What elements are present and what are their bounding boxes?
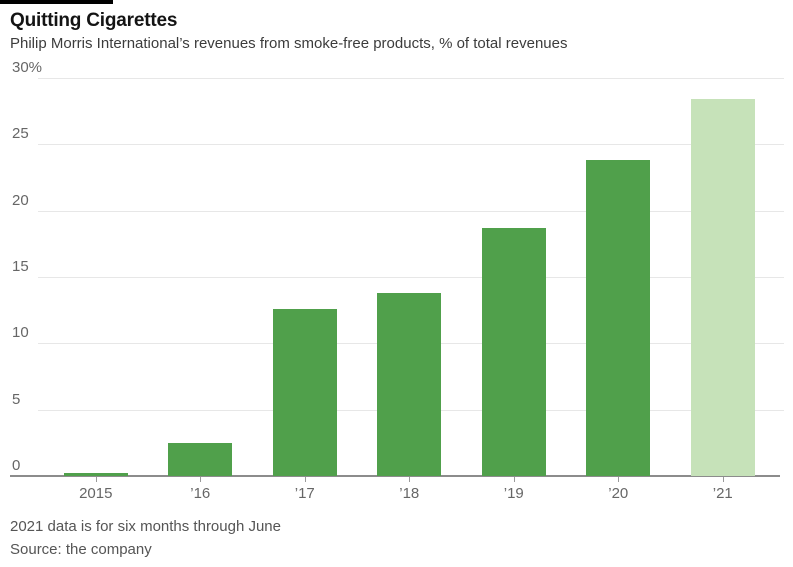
bar-’18 (377, 292, 442, 476)
y-axis-label: 0 (12, 457, 21, 474)
bar-chart: 0 5 10 15 20 25 30% 2015 ’16 ’17 ’18 ’19 ’20 ’21 (0, 60, 793, 502)
bar-’17 (272, 308, 337, 476)
gridline-25 (38, 144, 784, 146)
x-axis-tick (513, 477, 515, 482)
x-axis-tick (409, 477, 411, 482)
bar-’21 (690, 99, 755, 476)
bar-2015 (63, 473, 128, 476)
gridline-30 (38, 78, 784, 79)
x-axis-tick (304, 477, 306, 482)
bar-’19 (481, 227, 546, 476)
chart-title: Quitting Cigarettes (10, 10, 178, 31)
x-axis-label: ’20 (608, 485, 629, 502)
footnote: 2021 data is for six months through June (10, 518, 281, 535)
y-axis-label: 20 (12, 191, 29, 209)
x-axis-label: ’16 (190, 485, 211, 502)
y-axis-label: 30% (12, 59, 43, 76)
bar-’20 (586, 160, 651, 476)
y-axis-label: 5 (12, 390, 21, 408)
y-axis-label: 15 (12, 258, 29, 275)
x-axis-label: ’17 (294, 485, 315, 502)
x-axis-label: ’18 (399, 485, 420, 502)
x-axis-tick (200, 477, 202, 482)
gridline-20 (38, 210, 784, 212)
y-axis-label: 10 (12, 324, 29, 342)
y-axis-label: 25 (12, 125, 29, 143)
x-axis-tick (722, 477, 724, 482)
x-axis-label: ’19 (503, 485, 524, 502)
bar-’16 (168, 442, 233, 476)
x-axis-line (10, 475, 780, 477)
top-rule (0, 0, 113, 4)
x-axis-tick (618, 477, 620, 482)
x-axis-tick (95, 477, 97, 482)
source: Source: the company (10, 541, 152, 558)
x-axis-label: 2015 (79, 485, 113, 502)
x-axis-label: ’21 (712, 485, 733, 502)
gridline-15 (38, 277, 784, 278)
chart-subtitle: Philip Morris International’s revenues f… (10, 35, 568, 52)
